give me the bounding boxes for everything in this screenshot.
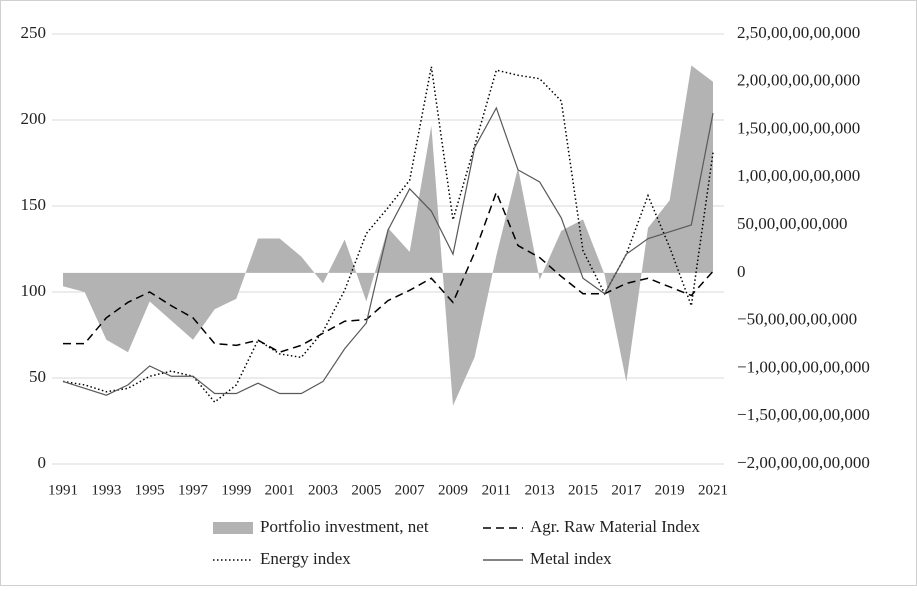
- y2-tick-label: −1,50,00,00,00,000: [737, 405, 870, 424]
- y2-tick-label: 0: [737, 262, 746, 281]
- x-tick-label: 2017: [611, 482, 642, 498]
- y-tick-label: 250: [21, 23, 47, 42]
- x-tick-label: 2007: [395, 482, 426, 498]
- x-tick-label: 1993: [91, 482, 121, 498]
- legend-label: Metal index: [530, 549, 612, 568]
- y-tick-label: 150: [21, 195, 47, 214]
- x-tick-label: 2005: [351, 482, 381, 498]
- y-tick-label: 200: [21, 109, 47, 128]
- legend-swatch: [213, 522, 253, 534]
- legend-label: Agr. Raw Material Index: [530, 517, 700, 536]
- x-tick-label: 1997: [178, 482, 209, 498]
- area: [63, 65, 713, 406]
- x-tick-label: 2009: [438, 482, 468, 498]
- y2-tick-label: 1,00,00,00,00,000: [737, 166, 860, 185]
- y2-tick-label: −50,00,00,00,000: [737, 310, 857, 329]
- y2-tick-label: −1,00,00,00,00,000: [737, 357, 870, 376]
- line: [62, 106, 714, 396]
- x-tick-label: 2019: [655, 482, 685, 498]
- x-tick-label: 2015: [568, 482, 598, 498]
- legend-label: Portfolio investment, net: [260, 517, 429, 536]
- x-tick-label: 2003: [308, 482, 338, 498]
- y2-tick-label: 1,50,00,00,00,000: [737, 118, 860, 137]
- legend-label: Energy index: [260, 549, 351, 568]
- y2-tick-label: 50,00,00,00,000: [737, 214, 848, 233]
- y-tick-label: 50: [29, 367, 46, 386]
- x-tick-label: 2001: [265, 482, 295, 498]
- y2-tick-label: 2,00,00,00,00,000: [737, 71, 860, 90]
- x-tick-label: 2011: [482, 482, 511, 498]
- x-tick-label: 2021: [698, 482, 728, 498]
- x-tick-label: 2013: [525, 482, 555, 498]
- x-tick-label: 1999: [221, 482, 251, 498]
- x-tick-label: 1995: [135, 482, 165, 498]
- x-tick-label: 1991: [48, 482, 78, 498]
- y2-tick-label: −2,00,00,00,00,000: [737, 453, 870, 472]
- y-tick-label: 0: [38, 453, 47, 472]
- y2-tick-label: 2,50,00,00,00,000: [737, 23, 860, 42]
- y-tick-label: 100: [21, 281, 47, 300]
